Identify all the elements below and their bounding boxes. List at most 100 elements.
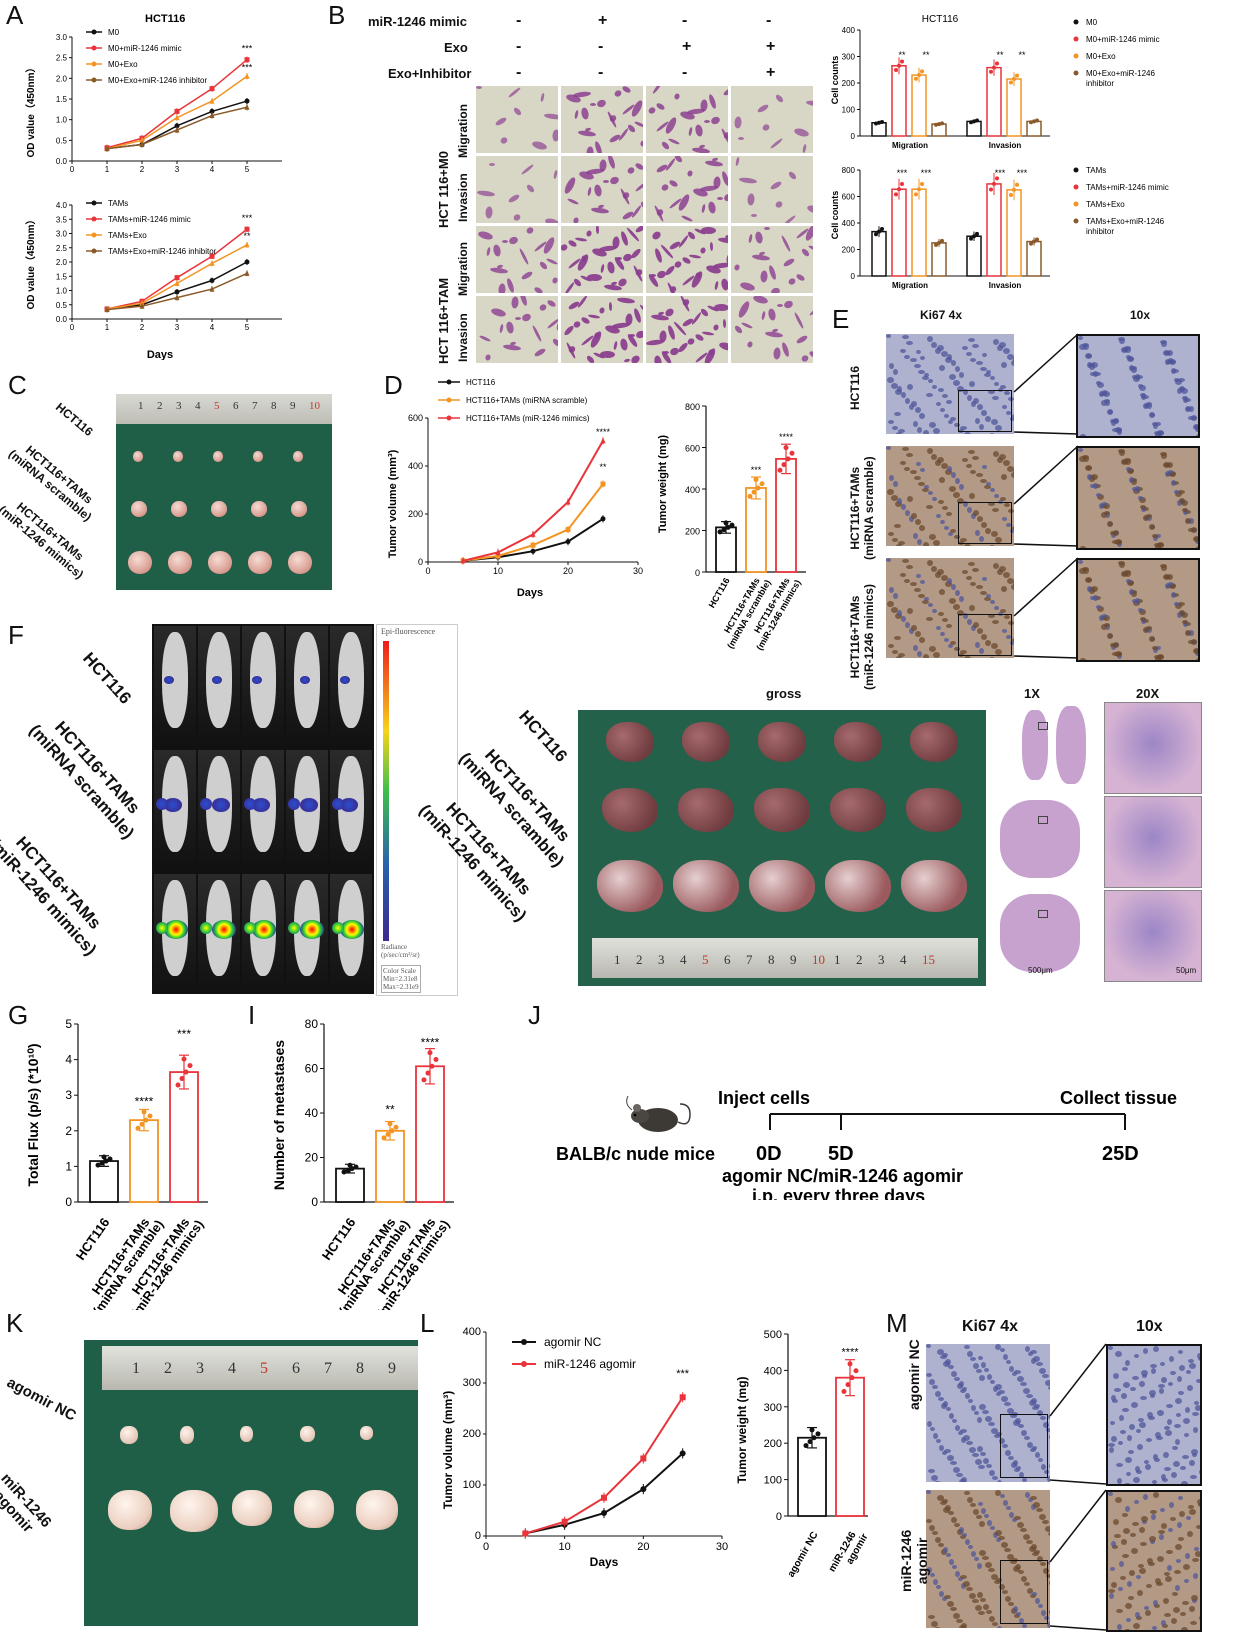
y-tick-label: 0 (418, 557, 423, 567)
stained-cell (653, 247, 664, 264)
stained-cell (518, 296, 529, 307)
tumor (360, 1426, 373, 1440)
nucleus (1189, 1460, 1195, 1466)
nucleus (996, 1578, 1002, 1582)
data-point (139, 140, 145, 147)
nucleus (917, 651, 922, 657)
legend-marker (91, 45, 97, 51)
sig-label: ** (1018, 50, 1026, 60)
nucleus (969, 493, 975, 499)
nucleus (998, 1536, 1005, 1540)
nucleus (980, 1452, 986, 1456)
nucleus (1049, 1463, 1050, 1469)
nucleus (951, 360, 956, 366)
transwell-image (646, 156, 728, 223)
nucleus (977, 404, 983, 410)
legend-marker (1073, 167, 1079, 173)
nucleus (1185, 518, 1191, 524)
transwell-image (731, 226, 813, 293)
bar (966, 235, 982, 277)
transwell-image (476, 86, 558, 153)
tumor (300, 1426, 315, 1442)
nucleus (1189, 630, 1194, 636)
nucleus (947, 354, 952, 360)
nucleus (1036, 1508, 1043, 1512)
nucleus (988, 614, 995, 618)
nucleus (1122, 1408, 1129, 1412)
nucleus (1111, 1541, 1116, 1547)
nucleus (1127, 1435, 1132, 1441)
nucleus (1179, 498, 1185, 504)
nucleus (926, 1373, 932, 1377)
nucleus (910, 582, 917, 586)
nucleus (971, 401, 976, 407)
stained-cell (515, 317, 521, 320)
nucleus (1078, 336, 1083, 340)
nucleus (1011, 584, 1014, 590)
nucleus (927, 448, 933, 454)
nucleus (1097, 606, 1104, 612)
data-point (460, 557, 466, 564)
nucleus (1121, 1393, 1127, 1399)
nucleus (926, 1344, 931, 1348)
nucleus (1083, 568, 1089, 574)
b-transwell-grid (476, 86, 814, 364)
stained-cell (566, 197, 580, 206)
stained-cell (590, 103, 596, 106)
f-scale-units: Radiance (p/sec/cm²/sr) (381, 943, 420, 959)
nucleus (1013, 1606, 1018, 1612)
nucleus (1101, 624, 1107, 630)
nucleus (1085, 577, 1092, 583)
nucleus (1132, 375, 1137, 379)
data-point (103, 1158, 109, 1164)
nucleus (1096, 381, 1101, 385)
ihc-10x-image (1106, 1490, 1202, 1632)
stained-cell (739, 281, 756, 292)
nucleus (1141, 1516, 1148, 1522)
nucleus (886, 558, 891, 562)
stained-cell (545, 257, 558, 266)
nucleus (894, 524, 901, 528)
nucleus (1130, 1387, 1136, 1391)
nucleus (1040, 1562, 1046, 1566)
fluorescence-signal (156, 798, 168, 810)
h-header-1x: 1X (1024, 686, 1040, 701)
zoom-box (1038, 910, 1048, 918)
data-point (347, 1162, 353, 1168)
data-point (1015, 73, 1019, 78)
nucleus (1191, 639, 1197, 645)
legend-marker (1073, 36, 1079, 42)
nucleus (892, 538, 898, 542)
nucleus (933, 1579, 938, 1585)
nucleus (969, 605, 975, 611)
nucleus (953, 1467, 960, 1473)
nucleus (1197, 1499, 1200, 1505)
nucleus (1160, 452, 1167, 456)
nucleus (985, 416, 991, 422)
data-point (179, 1076, 185, 1082)
nucleus (1185, 406, 1191, 412)
nucleus (1188, 528, 1194, 532)
data-point (1035, 237, 1039, 242)
nucleus (1014, 1370, 1021, 1374)
nucleus (1189, 1606, 1195, 1612)
data-point (565, 539, 571, 545)
nucleus (1000, 385, 1006, 389)
liver (906, 788, 962, 832)
y-tick-label: 0.0 (56, 157, 68, 166)
nucleus (942, 1451, 947, 1455)
bar (169, 1071, 199, 1203)
nucleus (1119, 562, 1125, 568)
j-day0: 0D (756, 1143, 782, 1165)
nucleus (1156, 534, 1161, 538)
stained-cell (808, 349, 813, 360)
nucleus (985, 528, 991, 534)
nucleus (1015, 1418, 1021, 1424)
nucleus (945, 357, 952, 363)
y-tick-label: 2.0 (56, 258, 68, 267)
nucleus (916, 574, 921, 578)
d-line-ylabel: Tumor volume (mm³) (387, 449, 399, 558)
data-point (425, 1070, 431, 1076)
bar (911, 188, 927, 277)
